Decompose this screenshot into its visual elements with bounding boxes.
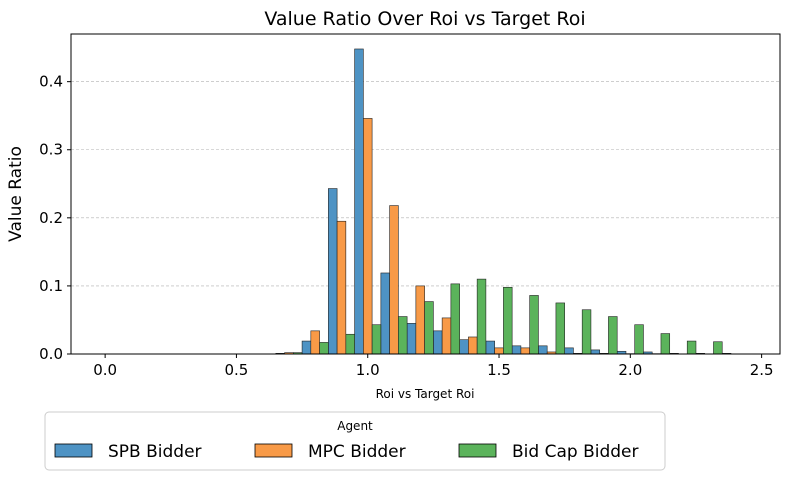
bar-mpc-bidder xyxy=(363,118,373,355)
bar-bid-cap-bidder xyxy=(476,278,487,355)
bar-bid-cap-bidder xyxy=(319,342,329,355)
bar-spb-bidder xyxy=(538,345,548,355)
bar-bid-cap-bidder xyxy=(686,340,697,355)
y-tick-label: 0.1 xyxy=(39,277,63,295)
bar-spb-bidder xyxy=(380,272,390,355)
bar-mpc-bidder xyxy=(441,317,452,355)
bar-spb-bidder xyxy=(485,340,495,355)
bar-mpc-bidder xyxy=(336,220,347,355)
bar-spb-bidder xyxy=(511,345,522,355)
bar-spb-bidder xyxy=(301,340,312,355)
bars xyxy=(275,48,732,355)
bar-bid-cap-bidder xyxy=(503,286,513,355)
bar-bid-cap-bidder xyxy=(529,295,539,355)
legend-label: SPB Bidder xyxy=(108,442,202,462)
bar-bid-cap-bidder xyxy=(581,309,592,355)
x-tick-label: 1.0 xyxy=(356,361,380,379)
grid-lines xyxy=(71,81,780,287)
chart-title: Value Ratio Over Roi vs Target Roi xyxy=(264,8,585,30)
x-axis: 0.0 0.5 1.0 1.5 2.0 2.5 xyxy=(93,354,774,379)
bar-mpc-bidder xyxy=(415,285,425,355)
plot-frame xyxy=(70,33,781,355)
y-axis: 0.0 0.1 0.2 0.3 0.4 xyxy=(39,73,71,363)
bar-mpc-bidder xyxy=(520,347,530,355)
bar-bid-cap-bidder xyxy=(345,333,355,355)
bar-bid-cap-bidder xyxy=(555,302,565,355)
y-tick-label: 0.2 xyxy=(39,209,63,227)
y-tick-label: 0.0 xyxy=(39,345,63,363)
y-axis-label: Value Ratio xyxy=(6,146,26,242)
bar-bid-cap-bidder xyxy=(660,333,671,355)
x-tick-label: 0.5 xyxy=(225,361,249,379)
bar-bid-cap-bidder xyxy=(371,324,382,355)
bar-spb-bidder xyxy=(406,323,417,355)
x-tick-label: 2.5 xyxy=(750,361,774,379)
legend-swatch xyxy=(254,443,293,458)
bar-bid-cap-bidder xyxy=(634,324,644,355)
legend-box xyxy=(44,411,666,471)
x-axis-label: Roi vs Target Roi xyxy=(376,387,475,401)
bar-bid-cap-bidder xyxy=(713,341,723,355)
bar-bid-cap-bidder xyxy=(424,301,434,355)
bar-spb-bidder xyxy=(459,339,469,355)
bar-mpc-bidder xyxy=(310,330,320,355)
bar-bid-cap-bidder xyxy=(398,316,408,355)
x-tick-label: 2.0 xyxy=(618,361,642,379)
legend-item-mpc-bidder: MPC Bidder xyxy=(254,442,406,462)
bar-spb-bidder xyxy=(433,330,443,355)
bar-spb-bidder xyxy=(590,349,600,355)
legend-item-bid-cap-bidder: Bid Cap Bidder xyxy=(458,442,638,462)
bar-mpc-bidder xyxy=(389,205,399,355)
bar-mpc-bidder xyxy=(468,336,478,355)
bar-bid-cap-bidder xyxy=(608,316,618,355)
bar-spb-bidder xyxy=(564,347,574,355)
legend-title: Agent xyxy=(337,419,373,433)
x-tick-label: 0.0 xyxy=(93,361,117,379)
legend-swatch xyxy=(458,443,497,458)
bar-spb-bidder xyxy=(354,48,364,355)
y-tick-label: 0.4 xyxy=(39,73,63,91)
bar-mpc-bidder xyxy=(494,347,504,355)
legend-label: Bid Cap Bidder xyxy=(512,442,638,462)
legend: Agent SPB Bidder MPC Bidder Bid Cap Bidder xyxy=(44,411,666,471)
legend-label: MPC Bidder xyxy=(308,442,406,462)
bar-spb-bidder xyxy=(328,188,338,355)
x-tick-label: 1.5 xyxy=(487,361,511,379)
legend-item-spb-bidder: SPB Bidder xyxy=(54,442,202,462)
bar-bid-cap-bidder xyxy=(450,283,460,355)
y-tick-label: 0.3 xyxy=(39,141,63,159)
legend-swatch xyxy=(54,443,93,458)
